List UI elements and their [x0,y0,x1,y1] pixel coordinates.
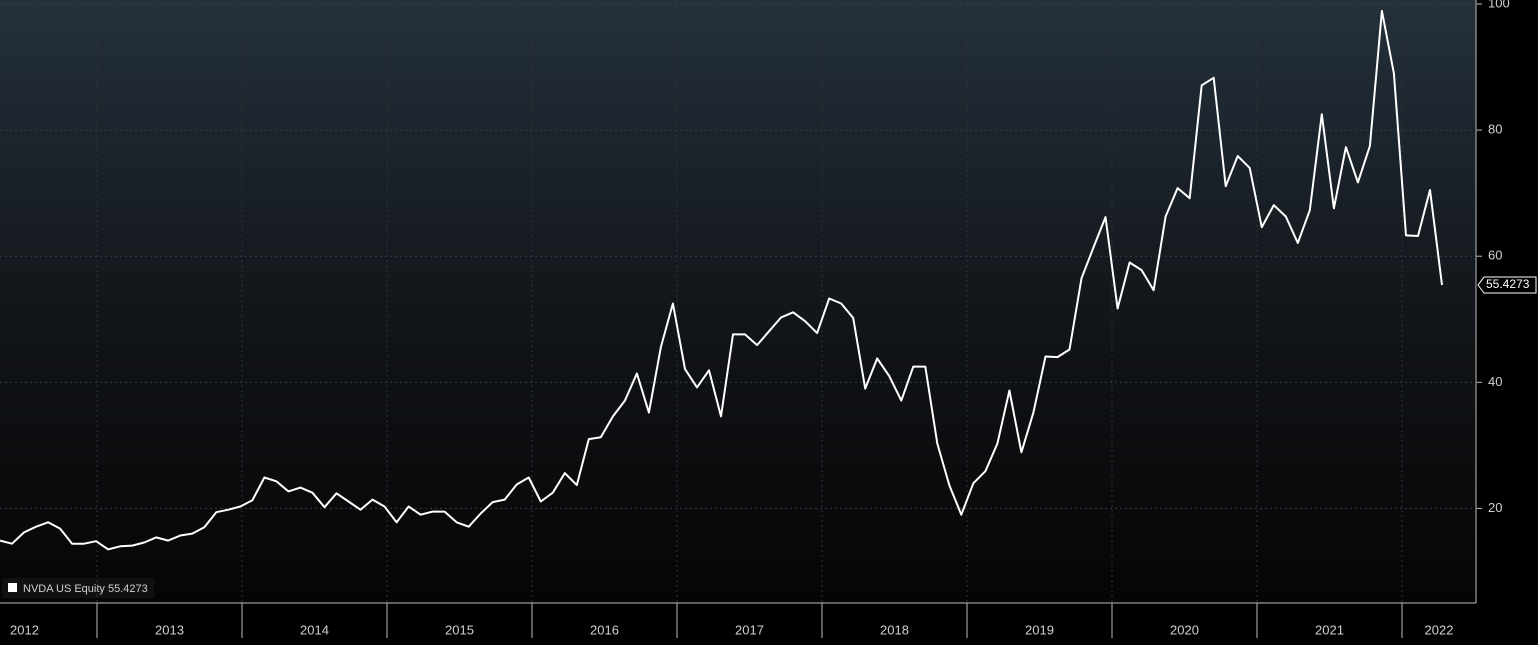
x-tick-label: 2019 [1025,622,1054,637]
x-tick-label: 2014 [300,622,329,637]
legend-swatch [8,583,17,592]
plot-background [0,0,1476,603]
x-tick-label: 2020 [1170,622,1199,637]
y-tick-label: 100 [1488,0,1510,10]
legend-label: NVDA US Equity [23,583,105,595]
x-tick-label: 2015 [445,622,474,637]
last-value-tag [1477,276,1537,294]
x-tick-label: 2017 [735,622,764,637]
y-tick-label: 40 [1488,374,1502,389]
axis-background [0,603,1538,645]
x-tick-label: 2018 [880,622,909,637]
line-series [0,9,1443,551]
last-value-label: 55.4273 [1486,277,1530,291]
x-tick-label: 2022 [1425,622,1454,637]
legend-value: 55.4273 [108,583,148,595]
x-tick-label: 2013 [155,622,184,637]
y-tick-label: 80 [1488,122,1502,137]
x-tick-label: 2021 [1315,622,1344,637]
y-tick-label: 60 [1488,248,1502,263]
x-tick-label: 2012 [10,622,39,637]
y-tick-label: 20 [1488,500,1502,515]
x-tick-label: 2016 [590,622,619,637]
legend-box [2,578,154,598]
axis-background [1476,0,1538,645]
